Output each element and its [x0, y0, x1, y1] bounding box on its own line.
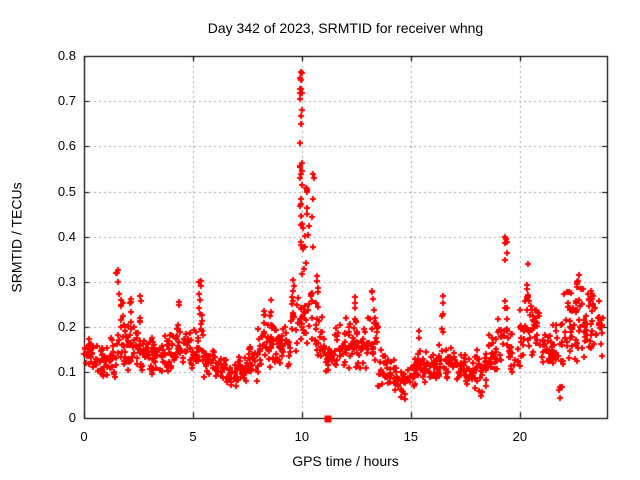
y-tick-label: 0.1	[57, 364, 76, 380]
x-axis-label: GPS time / hours	[292, 453, 399, 469]
x-tick-label: 10	[294, 429, 310, 444]
x-tick-label: 15	[403, 429, 419, 444]
y-tick-label: 0.2	[57, 319, 76, 335]
y-tick-label: 0.8	[57, 48, 76, 63]
chart-title: Day 342 of 2023, SRMTID for receiver whn…	[207, 20, 484, 36]
y-tick-label: 0.3	[57, 273, 76, 289]
y-tick-label: 0.7	[57, 93, 76, 109]
y-tick-label: 0.5	[57, 183, 76, 199]
x-tick-label: 20	[512, 429, 528, 444]
x-tick-label: 0	[80, 429, 88, 444]
y-tick-label: 0.6	[57, 138, 76, 154]
x-tick-label: 5	[189, 429, 197, 444]
y-axis-label: SRMTID / TECUs	[8, 182, 25, 293]
y-tick-label: 0	[68, 409, 76, 425]
y-tick-label: 0.4	[57, 228, 76, 244]
